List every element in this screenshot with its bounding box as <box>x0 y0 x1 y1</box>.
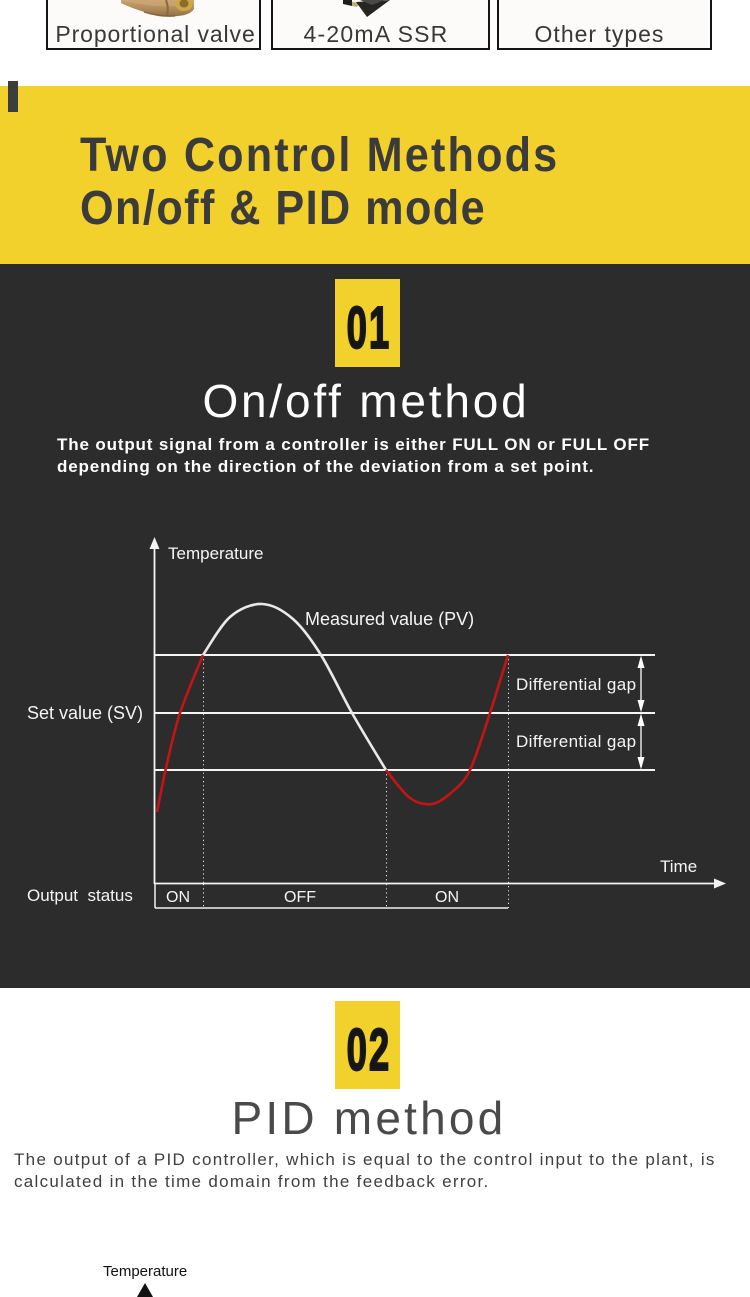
svg-text:Differential gap: Differential gap <box>516 732 636 751</box>
svg-text:Differential gap: Differential gap <box>516 675 636 694</box>
svg-text:Measured value (PV): Measured value (PV) <box>305 609 474 629</box>
svg-text:Temperature: Temperature <box>168 544 263 563</box>
svg-text:Time: Time <box>660 857 697 876</box>
svg-text:ON: ON <box>435 889 459 906</box>
svg-text:Output status: Output status <box>27 886 133 905</box>
svg-text:Set value (SV): Set value (SV) <box>27 703 143 723</box>
svg-text:ON: ON <box>166 889 190 906</box>
svg-text:OFF: OFF <box>284 889 316 906</box>
